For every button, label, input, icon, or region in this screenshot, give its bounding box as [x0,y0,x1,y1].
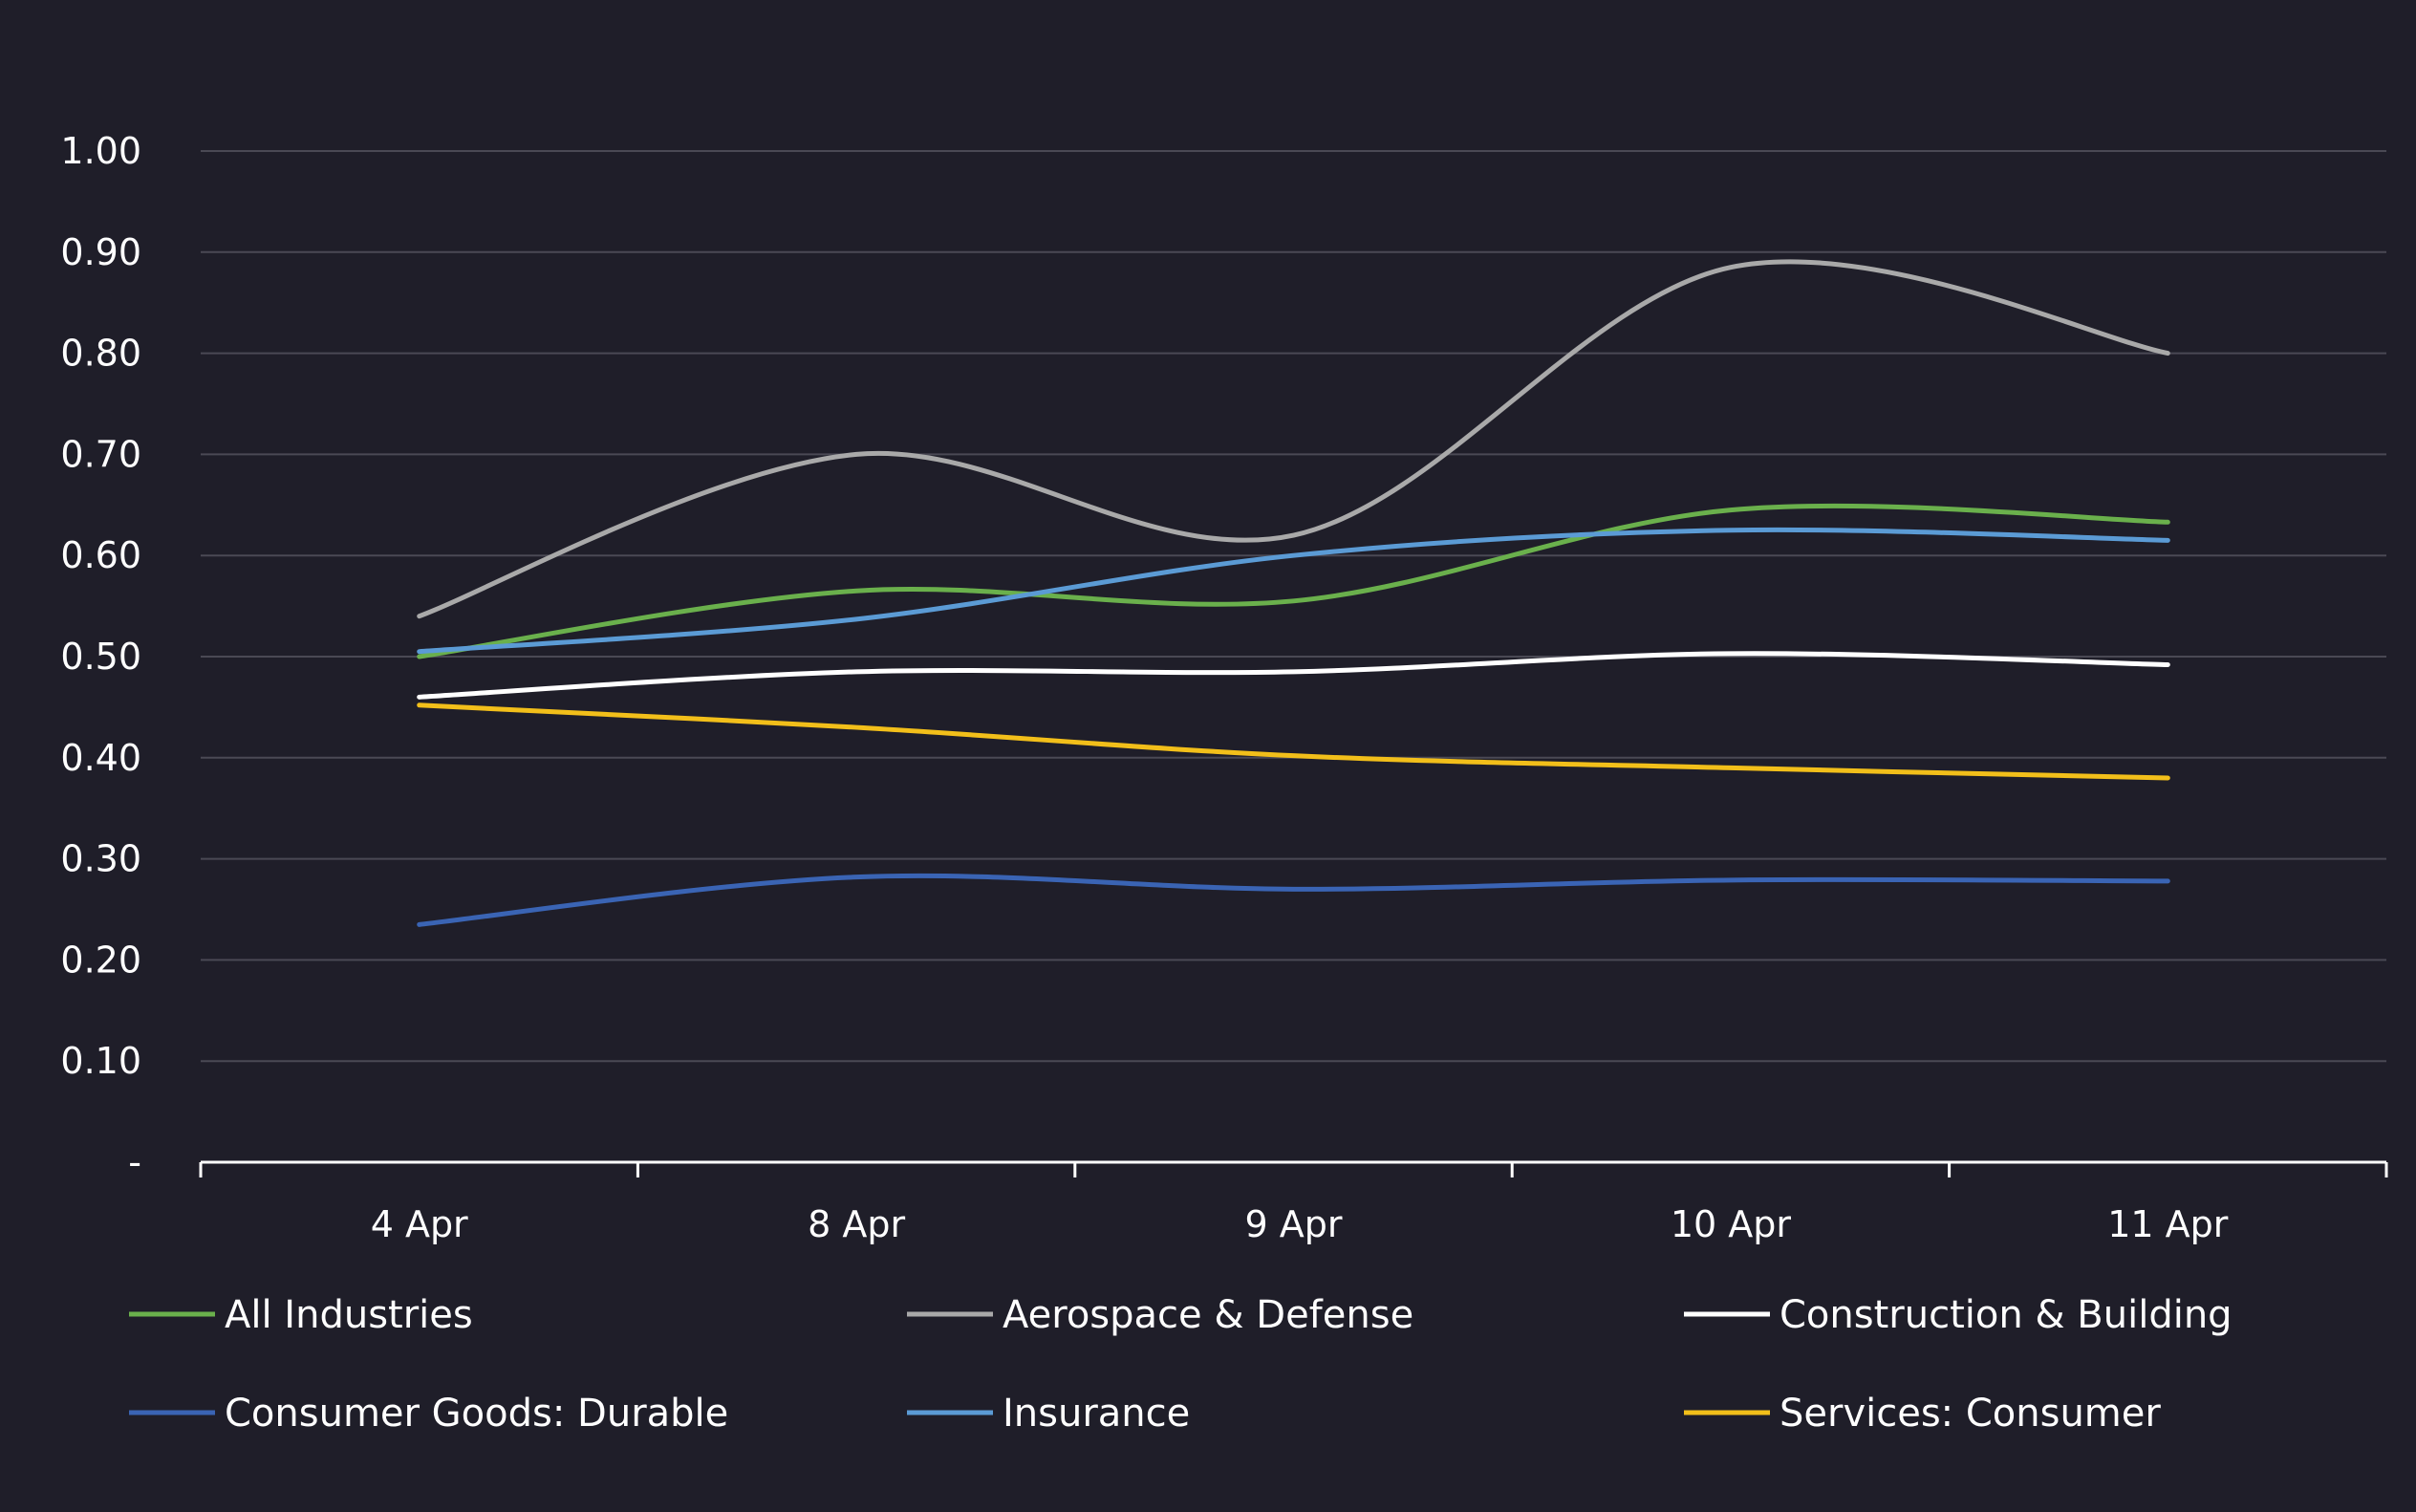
y-axis: - 0.10 0.20 0.30 0.40 0.50 0.60 0.70 0.80 0.90 1.0… [60,130,141,1183]
x-axis: 4 Apr 8 Apr 9 Apr 10 Apr 11 Apr [199,1160,2388,1245]
series-lines [417,259,2170,927]
y-tick-label: 0.80 [60,333,141,375]
x-tick-label: 4 Apr [371,1203,468,1245]
y-tick-label: 0.20 [60,939,141,981]
series-line-consumer-goods-durable [417,873,2170,927]
legend-label-all-industries: All Industries [225,1293,473,1337]
grid-lines [201,150,2386,1063]
y-tick-label: - [128,1141,141,1183]
x-tick-label: 8 Apr [808,1203,905,1245]
legend-label-construction-building: Construction & Building [1780,1293,2233,1337]
legend-label-consumer-goods-durable: Consumer Goods: Durable [225,1392,728,1436]
y-tick-label: 0.10 [60,1040,141,1082]
series-line-aerospace-defense [417,259,2170,619]
y-tick-label: 0.60 [60,534,141,576]
legend: All Industries Aerospace & Defense Constru… [129,1293,2233,1436]
x-tick-label: 10 Apr [1671,1203,1792,1245]
y-tick-label: 0.40 [60,737,141,779]
series-line-construction-building [417,651,2170,700]
x-tick-label: 9 Apr [1245,1203,1343,1245]
legend-label-services-consumer: Services: Consumer [1780,1392,2161,1436]
y-tick-label: 0.70 [60,433,141,475]
y-tick-label: 1.00 [60,130,141,172]
x-tick-label: 11 Apr [2107,1203,2229,1245]
y-tick-label: 0.30 [60,838,141,880]
legend-label-insurance: Insurance [1003,1392,1190,1436]
series-line-services-consumer [417,702,2170,781]
series-line-all-industries [417,503,2170,659]
y-tick-label: 0.50 [60,636,141,678]
legend-label-aerospace-defense: Aerospace & Defense [1003,1293,1413,1337]
y-tick-label: 0.90 [60,231,141,273]
series-line-insurance [417,527,2170,655]
